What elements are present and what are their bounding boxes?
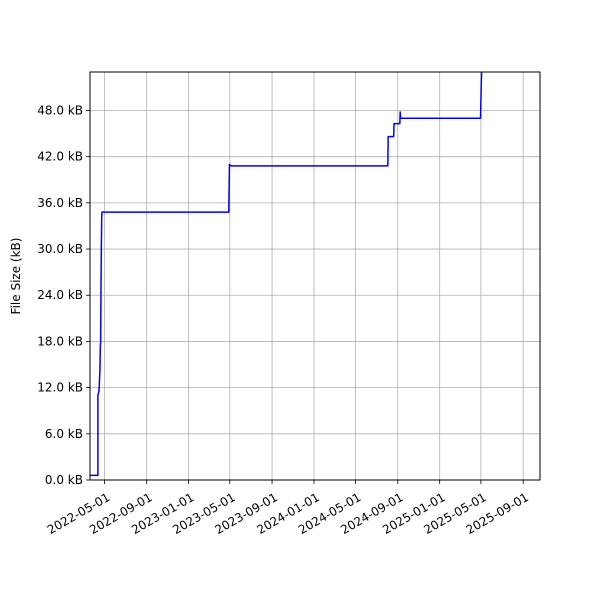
y-tick-label: 0.0 kB bbox=[45, 473, 83, 487]
y-tick-label: 42.0 kB bbox=[37, 150, 83, 164]
y-tick-label: 12.0 kB bbox=[37, 381, 83, 395]
y-tick-label: 24.0 kB bbox=[37, 288, 83, 302]
y-axis-ticks: 0.0 kB 6.0 kB 12.0 kB 18.0 kB 24.0 kB 30.0 kB… bbox=[37, 103, 90, 487]
y-tick-label: 30.0 kB bbox=[37, 242, 83, 256]
y-tick-label: 48.0 kB bbox=[37, 103, 83, 117]
y-axis-label: File Size (kB) bbox=[9, 238, 23, 315]
y-tick-label: 36.0 kB bbox=[37, 196, 83, 210]
grid-lines bbox=[90, 72, 540, 481]
y-tick-label: 6.0 kB bbox=[45, 427, 83, 441]
file-size-series-line bbox=[90, 72, 483, 477]
plot-area-frame bbox=[89, 71, 541, 481]
series-layer bbox=[90, 72, 483, 477]
y-tick-label: 18.0 kB bbox=[37, 334, 83, 348]
